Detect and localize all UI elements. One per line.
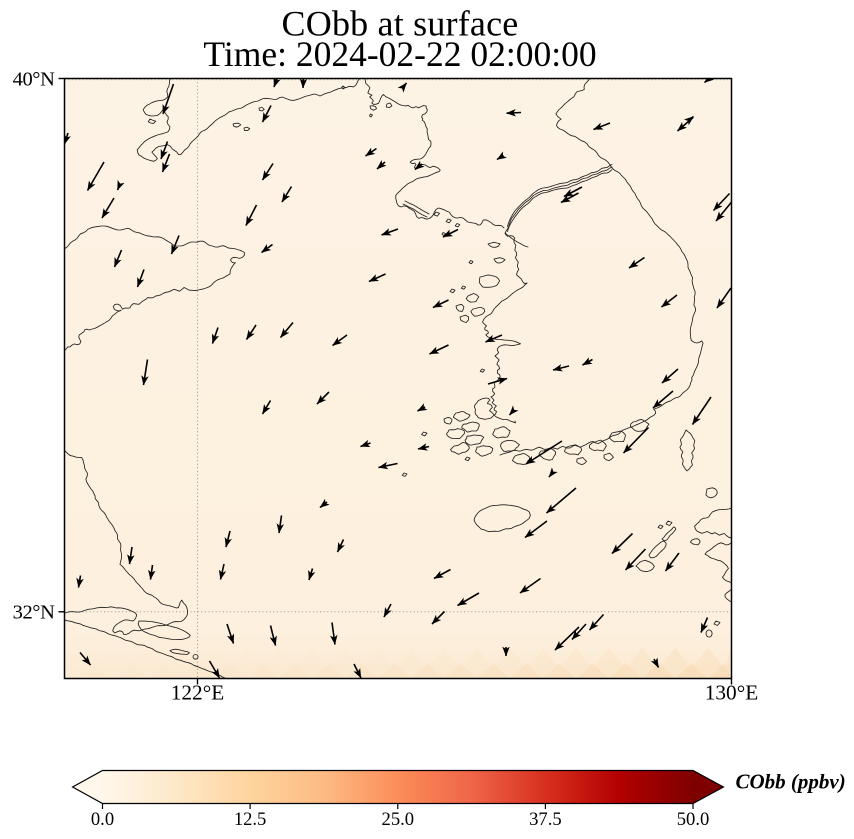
svg-text:50.0: 50.0 — [677, 809, 710, 830]
svg-text:Time: 2024-02-22 02:00:00: Time: 2024-02-22 02:00:00 — [203, 34, 596, 74]
svg-text:122°E: 122°E — [171, 681, 224, 705]
svg-text:25.0: 25.0 — [382, 809, 415, 830]
svg-text:32°N: 32°N — [13, 602, 55, 624]
svg-text:CObb (ppbv): CObb (ppbv) — [736, 770, 846, 794]
svg-text:40°N: 40°N — [13, 68, 55, 90]
svg-text:12.5: 12.5 — [234, 809, 267, 830]
svg-text:CObb at surface: CObb at surface — [282, 4, 519, 44]
svg-text:130°E: 130°E — [705, 681, 758, 705]
svg-text:37.5: 37.5 — [529, 809, 562, 830]
svg-text:0.0: 0.0 — [91, 809, 114, 830]
